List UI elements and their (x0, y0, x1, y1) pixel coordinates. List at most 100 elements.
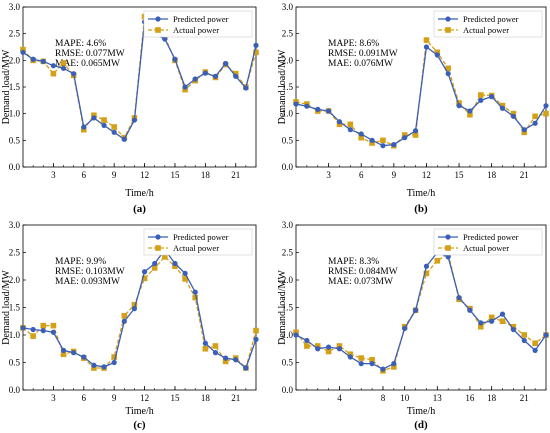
actual-power-point (162, 254, 168, 260)
x-tick-label: 21 (231, 393, 240, 403)
panel-caption: (d) (414, 419, 428, 431)
predicted-power-point (60, 65, 67, 71)
actual-power-point (253, 49, 259, 56)
y-tick-label: 2.5 (282, 248, 294, 258)
predicted-power-point (445, 71, 451, 77)
predicted-power-point (402, 135, 408, 141)
actual-power-point (232, 70, 239, 77)
actual-power-point (369, 140, 375, 146)
actual-power-point (60, 60, 67, 66)
predicted-power-point (50, 329, 56, 335)
y-tick-label: 0.5 (9, 135, 21, 145)
predicted-power-point (192, 76, 198, 82)
chart-panel-4: 0.0 0.5 1.0 1.5 2.0 2.5 3.0 4 8 10 13 16 18 21 Time/h D… (277, 220, 549, 431)
legend-label: Predicted power (173, 232, 229, 242)
y-tick-label: 3.0 (9, 220, 21, 230)
predicted-power-point (162, 36, 168, 42)
predicted-power-point (50, 63, 56, 69)
actual-power-point (532, 340, 538, 347)
predicted-power-point (101, 122, 107, 128)
predicted-power-point (40, 328, 46, 334)
predicted-power-point (152, 260, 158, 267)
actual-power-point (488, 314, 495, 321)
y-tick-label: 1.5 (9, 82, 21, 92)
y-tick-label: 2.0 (9, 275, 21, 285)
x-tick-label: 12 (140, 170, 149, 180)
predicted-power-point (233, 73, 239, 79)
actual-power-point (304, 343, 310, 349)
actual-power-point (358, 355, 365, 361)
x-tick-label: 9 (112, 393, 117, 403)
actual-power-point (121, 312, 128, 319)
actual-power-point (499, 318, 506, 325)
actual-power-point (30, 333, 36, 339)
predicted-power-point (30, 326, 36, 333)
predicted-power-point (315, 346, 321, 352)
actual-power-point (510, 110, 517, 117)
predicted-power-point (423, 263, 430, 269)
predicted-power-point (445, 254, 451, 260)
actual-power-point (358, 134, 365, 141)
predicted-power-point (172, 260, 178, 267)
predicted-power-point (243, 365, 249, 371)
actual-power-point (347, 121, 354, 128)
x-tick-label: 21 (520, 170, 529, 180)
legend-label: Predicted power (173, 14, 229, 24)
actual-power-point (182, 276, 188, 282)
predicted-power-point (202, 340, 208, 346)
predicted-power-point (40, 58, 46, 64)
predicted-power-point (326, 344, 332, 350)
metric-text: MAPE: 9.9% (55, 257, 106, 267)
x-tick-label: 18 (201, 393, 211, 403)
predicted-power-point (81, 124, 87, 130)
predicted-power-point (91, 362, 97, 368)
predicted-power-point (423, 44, 430, 50)
predicted-power-point (20, 49, 26, 55)
metric-text: RMSE: 0.077MW (55, 49, 125, 59)
x-tick-label: 12 (422, 170, 431, 180)
actual-power-point (172, 263, 178, 270)
actual-power-point (101, 117, 107, 123)
predicted-power-point (510, 326, 516, 333)
actual-power-point (521, 332, 528, 338)
legend-label: Actual power (463, 243, 509, 253)
actual-power-point (543, 110, 549, 117)
x-tick-label: 15 (170, 170, 180, 180)
predicted-power-point (30, 56, 36, 62)
predicted-power-point (20, 325, 26, 331)
predicted-power-point (121, 136, 127, 142)
legend-square-marker (445, 27, 451, 33)
legend-label: Predicted power (463, 232, 519, 242)
y-tick-label: 1.0 (282, 109, 294, 119)
predicted-power-point (60, 347, 67, 353)
metric-text: MAPE: 8.3% (328, 257, 379, 267)
predicted-power-point (111, 129, 117, 135)
predicted-power-point (380, 143, 386, 149)
actual-power-point (202, 345, 209, 352)
metric-text: MAPE: 8.6% (328, 39, 379, 49)
predicted-power-point (243, 85, 249, 91)
actual-power-point (50, 322, 57, 329)
predicted-power-point (212, 73, 219, 79)
actual-power-point (391, 364, 397, 370)
predicted-power-point (543, 103, 549, 109)
legend-circle-marker (155, 16, 161, 22)
legend-box (143, 10, 253, 38)
actual-power-point (347, 351, 354, 358)
actual-power-point (222, 358, 229, 365)
x-tick-label: 6 (82, 393, 87, 403)
y-tick-label: 2.5 (9, 248, 21, 258)
predicted-power-point (202, 70, 208, 76)
y-axis-label: Demand load/MW (1, 270, 12, 345)
metric-text: RMSE: 0.091MW (328, 49, 398, 59)
predicted-power-point (131, 117, 138, 123)
y-tick-label: 2.0 (9, 55, 21, 65)
actual-power-point (510, 323, 517, 330)
x-tick-label: 10 (400, 393, 410, 403)
predicted-power-point (434, 52, 440, 58)
actual-power-point (141, 275, 148, 282)
predicted-power-point (91, 115, 97, 121)
predicted-power-point (304, 337, 310, 344)
